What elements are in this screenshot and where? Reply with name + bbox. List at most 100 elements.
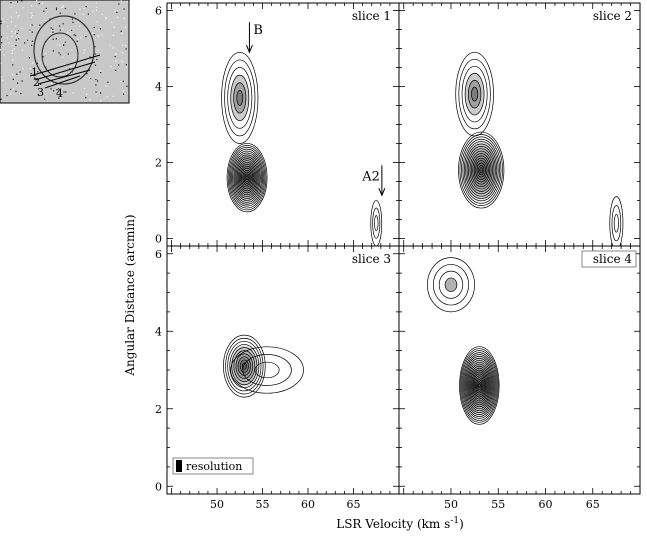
slice-label: slice 3 (352, 252, 391, 266)
inset-pixel (63, 44, 65, 46)
inset-pixel (0, 23, 2, 25)
y-tick-label: 0 (155, 480, 162, 493)
inset-image: 1 2 3 4 (0, 0, 130, 104)
inset-pixel (11, 45, 13, 47)
inset-pixel (111, 21, 113, 24)
inset-pixel (50, 27, 52, 29)
inset-pixel (123, 8, 125, 10)
inset-pixel (17, 30, 19, 32)
inset-pixel (28, 57, 30, 59)
inset-pixel (89, 77, 91, 79)
inset-pixel (99, 70, 101, 72)
inset-pixel (1, 80, 4, 82)
inset-pixel (79, 8, 81, 10)
x-tick-label: 55 (256, 498, 270, 511)
inset-pixel (1, 76, 3, 78)
inset-pixel (59, 95, 61, 97)
contour-level (609, 196, 624, 246)
slice-label: slice 1 (352, 9, 391, 23)
inset-pixel (122, 44, 124, 46)
inset-pixel (123, 90, 125, 92)
x-tick-label: 50 (444, 498, 458, 511)
inset-pixel (52, 28, 54, 30)
resolution-label: resolution (186, 460, 242, 473)
inset-pixel (10, 6, 12, 9)
inset-pixel (14, 33, 16, 35)
inset-slice-number: 2 (33, 76, 40, 89)
inset-pixel (96, 6, 98, 8)
inset-pixel (105, 18, 107, 20)
panel-frame (398, 2, 641, 247)
inset-pixel (85, 97, 87, 99)
inset-pixel (78, 54, 80, 56)
inset-pixel (31, 5, 33, 7)
inset-pixel (15, 44, 17, 47)
inset-pixel (0, 49, 2, 51)
inset-pixel (3, 32, 5, 34)
inset-pixel (62, 23, 64, 25)
inset-pixel (63, 63, 65, 66)
inset-pixel (42, 56, 44, 58)
inset-pixel (95, 2, 97, 4)
inset-pixel (93, 26, 95, 29)
inset-pixel (73, 64, 75, 66)
inset-pixel (125, 45, 127, 47)
x-axis-title-main: LSR Velocity (km s (336, 517, 450, 531)
inset-pixel (0, 62, 2, 64)
inset-pixel (10, 2, 12, 4)
inset-pixel (55, 7, 58, 9)
inset-pixel (28, 39, 30, 41)
inset-pixel (97, 35, 99, 37)
inset-pixel (59, 25, 61, 27)
contour-level (479, 167, 483, 173)
inset-pixel (121, 52, 124, 54)
inset-pixel (116, 16, 119, 19)
inset-pixel (39, 62, 41, 64)
y-axis-title: Angular Distance (arcmin) (123, 214, 137, 376)
inset-pixel (79, 25, 81, 27)
inset-pixel (96, 21, 98, 23)
inset-pixel (59, 44, 61, 46)
inset-pixel (10, 21, 13, 23)
inset-pixel (61, 6, 63, 8)
inset-pixel (56, 9, 58, 11)
contour-level (227, 340, 262, 392)
inset-pixel (44, 98, 46, 100)
inset-pixel (92, 32, 94, 34)
inset-pixel (31, 40, 33, 42)
inset-pixel (31, 12, 33, 14)
inset-pixel (30, 73, 32, 75)
y-tick-label: 0 (155, 232, 162, 245)
inset-pixel (31, 24, 33, 26)
contour-level (245, 175, 249, 180)
inset-pixel (24, 42, 26, 44)
inset-pixel (83, 52, 85, 54)
inset-pixel (72, 92, 74, 94)
inset-pixel (16, 32, 18, 35)
inset-pixel (105, 85, 107, 87)
inset-pixel (2, 18, 4, 20)
inset-pixel (94, 64, 97, 66)
inset-pixel (115, 60, 117, 62)
inset-pixel (19, 71, 21, 73)
inset-pixel (29, 24, 31, 27)
contour-level (226, 143, 268, 213)
y-tick-label: 4 (155, 325, 162, 338)
annotation-arrowhead (378, 188, 386, 197)
contour-level (458, 58, 491, 130)
annotation-label: B (253, 23, 263, 38)
inset-pixel (45, 7, 47, 9)
contour-level (372, 207, 381, 239)
contour-level (224, 59, 256, 137)
inset-pixel (36, 0, 38, 2)
inset-pixel (120, 60, 122, 62)
inset-pixel (76, 40, 78, 42)
inset-pixel (74, 13, 76, 15)
inset-pixel (86, 93, 88, 96)
inset-pixel (100, 72, 102, 74)
inset-pixel (40, 83, 42, 85)
inset-pixel (77, 38, 79, 40)
inset-pixel (31, 44, 33, 46)
inset-pixel (58, 97, 60, 99)
inset-pixel (50, 88, 52, 90)
